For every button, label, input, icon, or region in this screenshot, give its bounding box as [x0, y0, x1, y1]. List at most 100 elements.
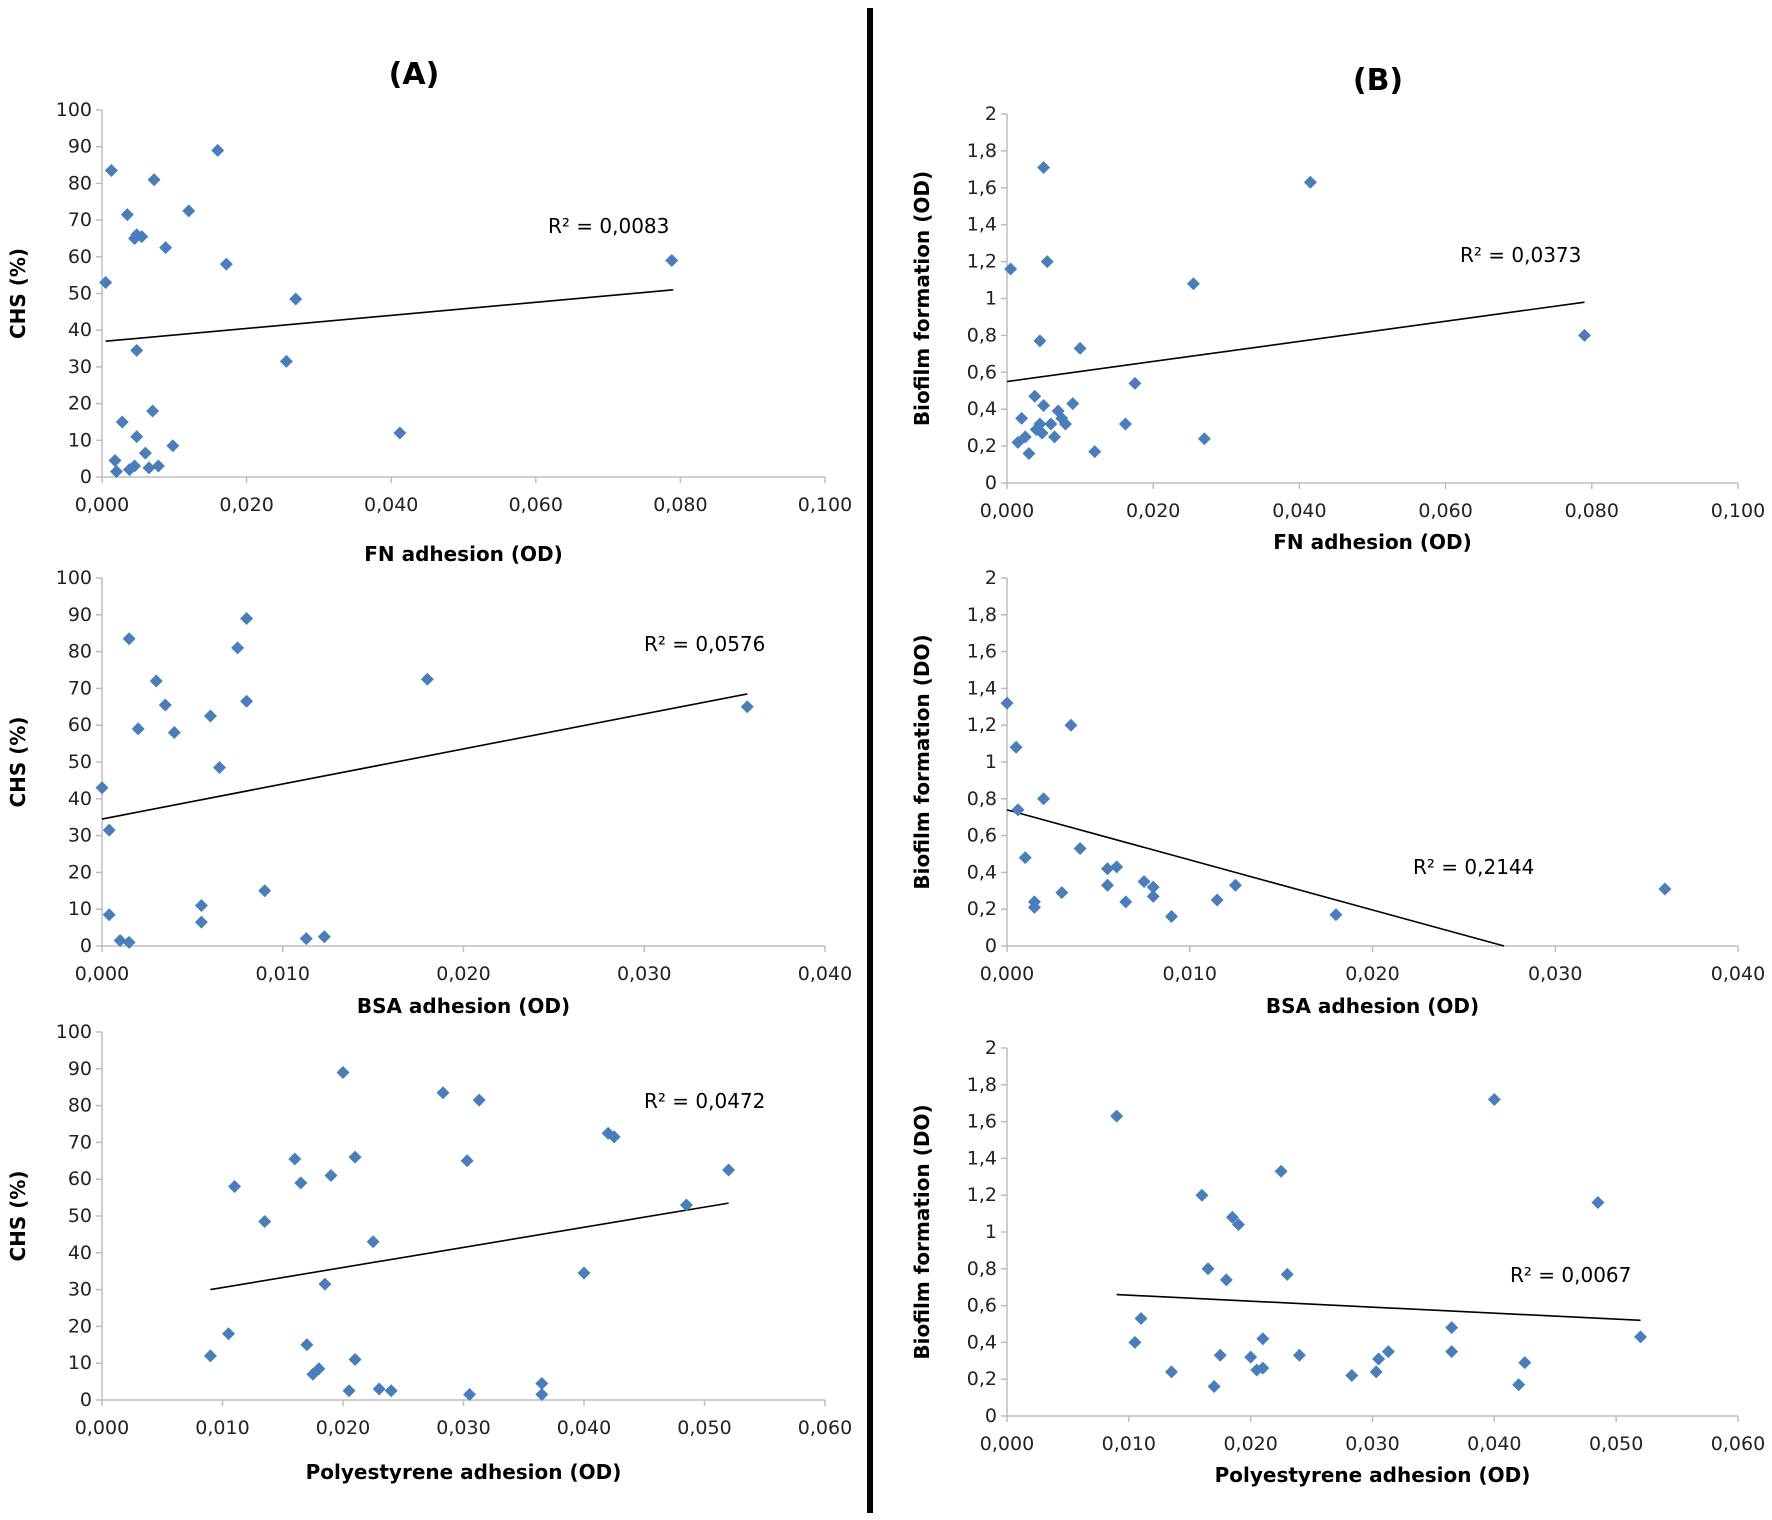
y-tick-label: 90 [68, 1058, 92, 1080]
x-tick-label: 0,060 [509, 494, 563, 516]
data-point [95, 781, 109, 795]
data-point [740, 700, 754, 714]
x-tick-label: 0,030 [617, 963, 671, 985]
x-tick-label: 0,030 [436, 1417, 490, 1439]
data-point [1210, 893, 1224, 907]
data-point [1134, 1311, 1148, 1325]
x-axis-label: BSA adhesion (OD) [357, 994, 570, 1018]
data-point [122, 935, 136, 949]
data-point [1101, 862, 1115, 876]
data-point [366, 1235, 380, 1249]
data-point [1164, 1365, 1178, 1379]
data-point [1256, 1361, 1270, 1375]
panel-label-b: (B) [1352, 63, 1404, 98]
x-tick-label: 0,010 [195, 1417, 249, 1439]
x-axis-label: FN adhesion (OD) [364, 542, 563, 566]
data-point [1073, 341, 1087, 355]
data-point [336, 1065, 350, 1079]
x-tick-label: 0,060 [1418, 500, 1472, 522]
data-point [324, 1169, 338, 1183]
data-point [300, 1338, 314, 1352]
chart-b3: 0 0,2 0,4 0,6 0,8 1 1,2 1,4 1,6 1,8 2 0,000 0,010 0,0… [910, 1037, 1765, 1487]
data-point [128, 459, 142, 473]
data-point [317, 930, 331, 944]
data-point [535, 1387, 549, 1401]
data-point [1577, 328, 1591, 342]
x-tick-label: 0,040 [557, 1417, 611, 1439]
r-squared-label: R² = 0,2144 [1413, 855, 1534, 879]
data-point [1634, 1330, 1648, 1344]
chart-a2: 0 10 20 30 40 50 60 70 80 90 100 0,000 0,010 0,020 0,0… [6, 567, 852, 1018]
x-tick-label: 0,040 [1467, 1433, 1521, 1455]
y-axis-label: Biofilm formation (DO) [910, 1104, 934, 1359]
y-axis-label: Biofilm formation (DO) [910, 634, 934, 889]
y-tick-label: 1,2 [967, 251, 997, 273]
chart-b1: 0 0,2 0,4 0,6 0,8 1 1,2 1,4 1,6 1,8 2 0,000 0,020 0,0… [910, 103, 1765, 554]
data-point [393, 426, 407, 440]
y-tick-label: 90 [68, 604, 92, 626]
x-tick-label: 0,050 [1589, 1433, 1643, 1455]
x-tick-label: 0,040 [364, 494, 418, 516]
data-point [1022, 446, 1036, 460]
data-point [1011, 803, 1025, 817]
trendline [1006, 301, 1585, 383]
x-tick-label: 0,040 [798, 963, 852, 985]
data-point [607, 1130, 621, 1144]
y-axis-label: CHS (%) [6, 248, 30, 339]
x-tick-label: 0,010 [256, 963, 310, 985]
x-tick-label: 0,000 [75, 1417, 129, 1439]
data-point [1118, 417, 1132, 431]
y-tick-label: 10 [68, 1352, 92, 1374]
y-tick-label: 0,8 [967, 1258, 997, 1280]
x-tick-label: 0,060 [1711, 1433, 1765, 1455]
data-point [1231, 1218, 1245, 1232]
data-point [147, 173, 161, 187]
y-tick-label: 1 [985, 1221, 997, 1243]
y-tick-label: 1,4 [967, 1147, 997, 1169]
data-point [1058, 417, 1072, 431]
x-axis-label: BSA adhesion (OD) [1266, 994, 1479, 1018]
data-point [1146, 889, 1160, 903]
data-point [228, 1180, 242, 1194]
data-point [1197, 432, 1211, 446]
data-point [535, 1376, 549, 1390]
x-axis-label: FN adhesion (OD) [1273, 530, 1472, 554]
x-tick-label: 0,030 [1345, 1433, 1399, 1455]
data-point [1445, 1345, 1459, 1359]
data-point [1018, 430, 1032, 444]
y-tick-label: 1,4 [967, 214, 997, 236]
y-tick-label: 0,6 [967, 825, 997, 847]
data-point [384, 1384, 398, 1398]
data-point [577, 1266, 591, 1280]
y-tick-label: 2 [985, 1037, 997, 1059]
data-point [151, 459, 165, 473]
data-point [460, 1154, 474, 1168]
data-point [258, 884, 272, 898]
data-point [1186, 277, 1200, 291]
data-point [1445, 1321, 1459, 1335]
data-point [122, 632, 136, 646]
data-point [1487, 1093, 1501, 1107]
data-point [231, 641, 245, 655]
x-tick-label: 0,100 [798, 494, 852, 516]
data-point [99, 275, 113, 289]
data-point [289, 292, 303, 306]
data-point [222, 1327, 236, 1341]
y-tick-label: 80 [68, 1095, 92, 1117]
data-point [348, 1150, 362, 1164]
r-squared-label: R² = 0,0083 [548, 214, 669, 238]
data-point [158, 698, 172, 712]
x-tick-label: 0,050 [677, 1417, 731, 1439]
data-point [130, 343, 144, 357]
data-point [342, 1384, 356, 1398]
data-point [212, 761, 226, 775]
data-point [194, 915, 208, 929]
data-point [211, 143, 225, 157]
x-tick-label: 0,020 [436, 963, 490, 985]
data-point [1207, 1380, 1221, 1394]
data-point [1146, 880, 1160, 894]
trendline [1116, 1293, 1641, 1322]
y-tick-label: 1,4 [967, 677, 997, 699]
data-point [665, 253, 679, 267]
y-tick-label: 70 [68, 1131, 92, 1153]
